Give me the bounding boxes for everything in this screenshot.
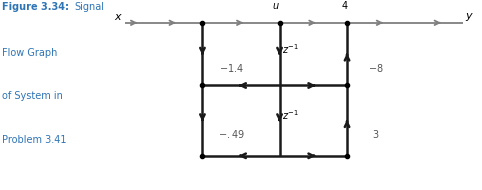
Text: $y$: $y$ xyxy=(466,11,474,23)
Text: $-.49$: $-.49$ xyxy=(218,128,245,140)
Text: Signal: Signal xyxy=(75,2,105,12)
Text: $z^{-1}$: $z^{-1}$ xyxy=(282,108,299,122)
Text: Figure 3.34:: Figure 3.34: xyxy=(2,2,69,12)
Text: $u$: $u$ xyxy=(272,1,280,11)
Text: Flow Graph: Flow Graph xyxy=(2,48,58,58)
Text: $3$: $3$ xyxy=(372,128,380,140)
Text: $z^{-1}$: $z^{-1}$ xyxy=(282,43,299,56)
Text: of System in: of System in xyxy=(2,91,63,101)
Text: $x$: $x$ xyxy=(114,12,122,22)
Text: $-1.4$: $-1.4$ xyxy=(219,62,244,74)
Text: 4: 4 xyxy=(342,1,348,11)
Text: Problem 3.41: Problem 3.41 xyxy=(2,135,67,145)
Text: $-8$: $-8$ xyxy=(368,62,384,74)
